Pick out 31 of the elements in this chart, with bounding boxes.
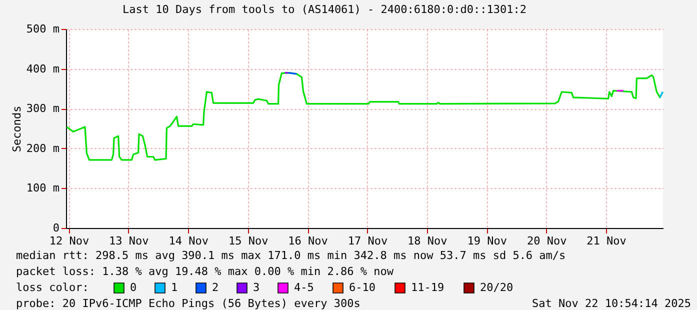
text: Sat Nov 22 10:54:14 2025 bbox=[532, 297, 691, 310]
x-tick-label: 13 Nov bbox=[109, 234, 150, 248]
x-tick-label: 21 Nov bbox=[586, 234, 627, 248]
legend-label: 4-5 bbox=[294, 281, 314, 294]
x-tick-label: 12 Nov bbox=[49, 234, 90, 248]
x-tick-label: 14 Nov bbox=[168, 234, 209, 248]
y-tick-label: 200 m bbox=[26, 142, 60, 155]
legend-label: 20/20 bbox=[480, 281, 514, 294]
chart-title: Last 10 Days from tools to (AS14061) - 2400:6180:0:d0::1301:2 bbox=[122, 3, 526, 16]
legend-label: 0 bbox=[130, 281, 137, 294]
legend-label: 2 bbox=[212, 281, 219, 294]
legend-label: 3 bbox=[253, 281, 260, 294]
text: median rtt: 298.5 ms avg 390.1 ms max 171.0 ms min 342.8 ms now 53.7 ms sd 5.6 am/s bbox=[16, 249, 566, 262]
y-axis-title: Seconds bbox=[10, 106, 24, 152]
x-tick-label: 18 Nov bbox=[408, 234, 448, 248]
text: probe: 20 IPv6-ICMP Echo Pings (56 Bytes) every 300s bbox=[16, 297, 360, 310]
text: packet loss: 1.38 % avg 19.48 % max 0.00 % min 2.86 % now bbox=[16, 265, 394, 278]
x-tick-label: 17 Nov bbox=[348, 234, 388, 248]
y-tick-label: 500 m bbox=[26, 22, 60, 36]
x-tick-label: 20 Nov bbox=[526, 234, 568, 248]
x-tick-label: 15 Nov bbox=[228, 234, 269, 248]
y-tick-label: 0 bbox=[52, 222, 60, 234]
legend-title: loss color: bbox=[16, 281, 89, 294]
legend-label: 11-19 bbox=[411, 281, 444, 294]
legend-label: 6-10 bbox=[349, 281, 376, 294]
y-tick-label: 400 m bbox=[26, 62, 60, 76]
y-tick-label: 100 m bbox=[26, 182, 60, 195]
y-tick-label: 300 m bbox=[26, 102, 60, 116]
x-tick-label: 16 Nov bbox=[288, 234, 328, 248]
legend-label: 1 bbox=[171, 281, 178, 294]
x-tick-label: 19 Nov bbox=[467, 234, 508, 248]
